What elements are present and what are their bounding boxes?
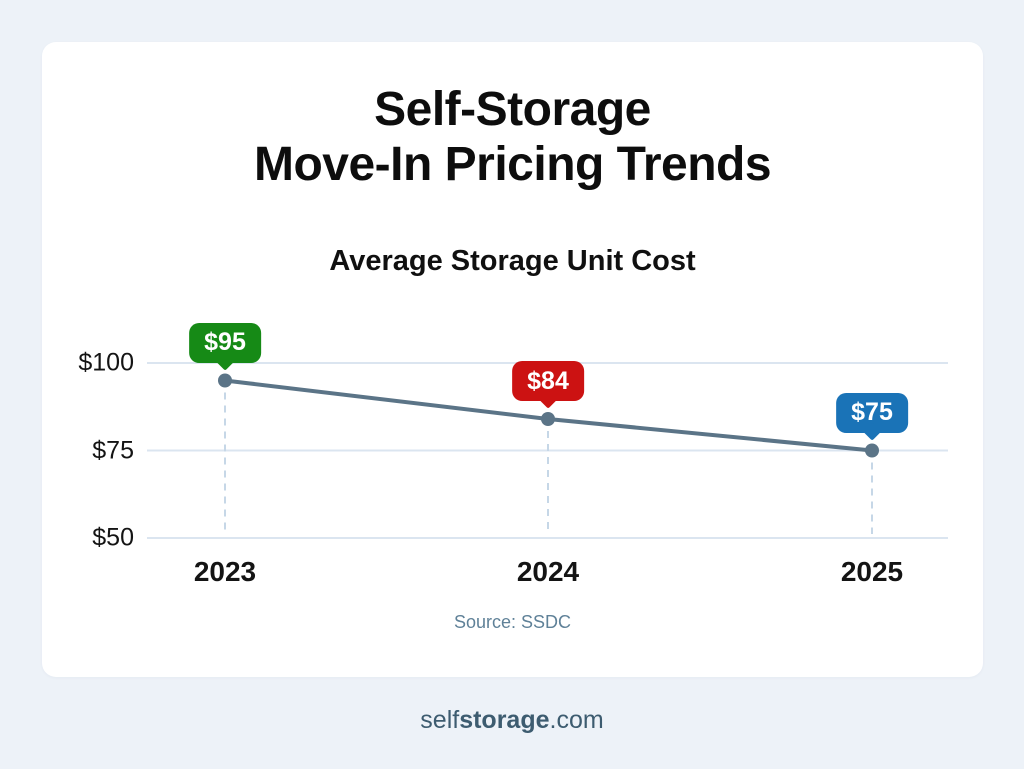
chart-area: $100 $75 $50 $95 $84 $75 2023 2024 2025 [42, 42, 983, 677]
brand-footer: selfstorage.com [0, 706, 1024, 735]
brand-prefix: self [420, 706, 460, 734]
x-axis-tick-label-2023: 2023 [193, 556, 257, 587]
data-point-2023 [218, 373, 232, 388]
x-axis-tick-label-2025: 2025 [840, 556, 904, 587]
y-axis-tick-label: $75 [92, 436, 134, 464]
value-badge-label: $84 [527, 366, 569, 395]
value-badge-label: $75 [851, 398, 893, 426]
chart-subtitle: Average Storage Unit Cost [329, 245, 696, 277]
y-axis-tick-label: $100 [78, 348, 134, 377]
brand-suffix: .com [549, 706, 604, 734]
value-badge-label: $95 [204, 328, 246, 356]
value-badge-2024: $84 [512, 361, 584, 409]
data-point-2024 [541, 412, 555, 426]
value-badge-2023: $95 [189, 322, 261, 371]
main-title-line2: Move-In Pricing Trends [253, 138, 772, 191]
infographic-card: Self-Storage Move-In Pricing Trends Aver… [42, 42, 983, 677]
value-badge-2025: $75 [836, 392, 908, 441]
brand-bold: storage [459, 706, 550, 734]
main-title: Self-Storage Move-In Pricing Trends [42, 82, 983, 192]
x-axis-tick-label-2024: 2024 [516, 556, 580, 587]
data-point-2025 [865, 443, 879, 458]
main-title-line1: Self-Storage [374, 83, 651, 136]
source-note: Source: SSDC [453, 612, 572, 632]
y-axis-tick-label: $50 [92, 523, 134, 552]
